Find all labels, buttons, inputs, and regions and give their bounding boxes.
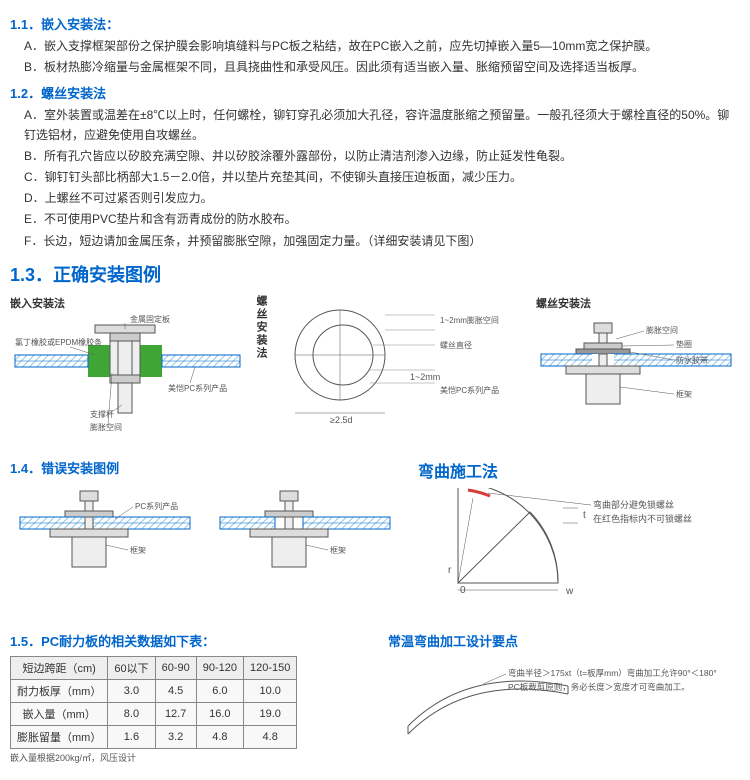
td: 3.0 [108, 679, 155, 702]
svg-text:美恺PC系列产品: 美恺PC系列产品 [440, 385, 499, 395]
table-row: 嵌入量（mm） 8.0 12.7 16.0 19.0 [11, 702, 297, 725]
sec14-title: 1.4．错误安装图例 [10, 458, 410, 477]
svg-text:≥2.5d: ≥2.5d [330, 415, 352, 425]
sec11-title: 1.1．嵌入安装法： [10, 14, 740, 33]
dia3-svg: 膨胀空间 垫圈 防水胶带 框架 [536, 315, 736, 435]
svg-text:0: 0 [460, 585, 466, 596]
svg-text:t: t [583, 510, 586, 521]
svg-text:膨胀空间: 膨胀空间 [90, 422, 122, 432]
table-row: 短边跨距（cm) 60以下 60-90 90-120 120-150 [11, 656, 297, 679]
sec12-line-a: A．室外装置或温差在±8℃以上时，任何螺栓，铆钉穿孔必须加大孔径，容许温度胀缩之… [24, 106, 740, 144]
dia2-svg: 1~2mm膨胀空间 螺丝直径 1~2mm 美恺PC系列产品 ≥2.5d [275, 295, 525, 425]
th: 短边跨距（cm) [11, 656, 108, 679]
bend-svg: r 0 t w 弯曲部分避免锁螺丝 在红色指标内不可锁螺丝 [418, 488, 738, 608]
sec12-line-d: D．上螺丝不可过紧否则引发应力。 [24, 189, 740, 208]
td: 3.2 [155, 725, 196, 748]
sec15-table: 短边跨距（cm) 60以下 60-90 90-120 120-150 耐力板厚（… [10, 656, 297, 749]
svg-text:r: r [448, 565, 452, 576]
td: 10.0 [243, 679, 296, 702]
svg-text:弯曲部分避免锁螺丝: 弯曲部分避免锁螺丝 [593, 499, 674, 510]
td: 8.0 [108, 702, 155, 725]
sec12-line-e: E．不可使用PVC垫片和含有沥青成份的防水胶布。 [24, 210, 740, 229]
svg-text:框架: 框架 [676, 389, 692, 399]
th: 60以下 [108, 656, 155, 679]
svg-text:PC板裁剪原则，务必长度＞宽度才可弯曲加工。: PC板裁剪原则，务必长度＞宽度才可弯曲加工。 [508, 682, 690, 692]
td: 1.6 [108, 725, 155, 748]
svg-text:支撑杆: 支撑杆 [90, 409, 114, 419]
svg-text:框架: 框架 [130, 545, 146, 555]
th: 120-150 [243, 656, 296, 679]
dia2-title: 螺丝安装法 [253, 295, 269, 360]
td: 16.0 [196, 702, 243, 725]
th: 60-90 [155, 656, 196, 679]
svg-text:金属固定板: 金属固定板 [130, 315, 170, 324]
sec15-note: 嵌入量根据200kg/㎡，风压设计 [10, 751, 380, 764]
sec12-line-b: B．所有孔穴皆应以矽胶充满空隙、并以矽胶涂覆外露部份，以防止清洁剂渗入边缘，防止… [24, 147, 740, 166]
td: 4.5 [155, 679, 196, 702]
sec12-line-f: F．长边，短边请加金属压条，并预留膨胀空隙，加强固定力量。（详细安装请见下图） [24, 232, 740, 251]
sec12-title: 1.2．螺丝安装法 [10, 83, 740, 102]
td: 19.0 [243, 702, 296, 725]
sec15-title: 1.5．PC耐力板的相关数据如下表： [10, 631, 380, 650]
td: 12.7 [155, 702, 196, 725]
sec11-line-b: B．板材热膨冷缩量与金属框架不同，且具挠曲性和承受风压。因此须有适当嵌入量、胀缩… [24, 58, 740, 77]
th: 90-120 [196, 656, 243, 679]
sec14-svg: PC系列产品 框架 框架 [10, 483, 410, 593]
svg-text:氯丁橡胶或EPDM橡胶条: 氯丁橡胶或EPDM橡胶条 [15, 337, 102, 347]
td: 6.0 [196, 679, 243, 702]
td: 4.8 [196, 725, 243, 748]
dia1-svg: 金属固定板 氯丁橡胶或EPDM橡胶条 美恺PC系列产品 支撑杆 膨胀空间 [10, 315, 245, 435]
sec11-line-a: A．嵌入支撑框架部份之保护膜会影响填缝料与PC板之粘结，故在PC嵌入之前，应先切… [24, 37, 740, 56]
td: 4.8 [243, 725, 296, 748]
td: 膨胀留量（mm） [11, 725, 108, 748]
sec12-line-c: C．铆钉钉头部比柄部大1.5－2.0倍，并以垫片充垫其间，不使铆头直接压迫板面，… [24, 168, 740, 187]
svg-text:弯曲半径＞175xt（t=板厚mm）弯曲加工允许90°＜18: 弯曲半径＞175xt（t=板厚mm）弯曲加工允许90°＜180° [508, 668, 717, 678]
dia3-title: 螺丝安装法 [536, 295, 736, 311]
bend-title: 弯曲施工法 [418, 458, 738, 482]
svg-text:1~2mm: 1~2mm [410, 372, 440, 382]
svg-text:螺丝直径: 螺丝直径 [440, 340, 472, 350]
benddesign-title: 常温弯曲加工设计要点 [388, 631, 738, 650]
svg-text:垫圈: 垫圈 [676, 339, 692, 349]
dia1-title: 嵌入安装法 [10, 295, 245, 311]
benddesign-svg: 弯曲半径＞175xt（t=板厚mm）弯曲加工允许90°＜180° PC板裁剪原则… [388, 656, 738, 746]
table-row: 耐力板厚（mm） 3.0 4.5 6.0 10.0 [11, 679, 297, 702]
table-row: 膨胀留量（mm） 1.6 3.2 4.8 4.8 [11, 725, 297, 748]
svg-text:在红色指标内不可锁螺丝: 在红色指标内不可锁螺丝 [593, 513, 692, 524]
svg-text:膨胀空间: 膨胀空间 [646, 325, 678, 335]
svg-text:框架: 框架 [330, 545, 346, 555]
svg-text:美恺PC系列产品: 美恺PC系列产品 [168, 383, 227, 393]
svg-text:w: w [565, 586, 574, 597]
sec13-title: 1.3．正确安装图例 [10, 261, 740, 287]
svg-text:防水胶带: 防水胶带 [676, 355, 708, 365]
td: 耐力板厚（mm） [11, 679, 108, 702]
td: 嵌入量（mm） [11, 702, 108, 725]
svg-text:PC系列产品: PC系列产品 [135, 501, 178, 511]
svg-text:1~2mm膨胀空间: 1~2mm膨胀空间 [440, 315, 499, 325]
correct-install-diagrams: 嵌入安装法 金属固定板 氯丁橡胶或EPDM橡胶条 [10, 295, 740, 438]
